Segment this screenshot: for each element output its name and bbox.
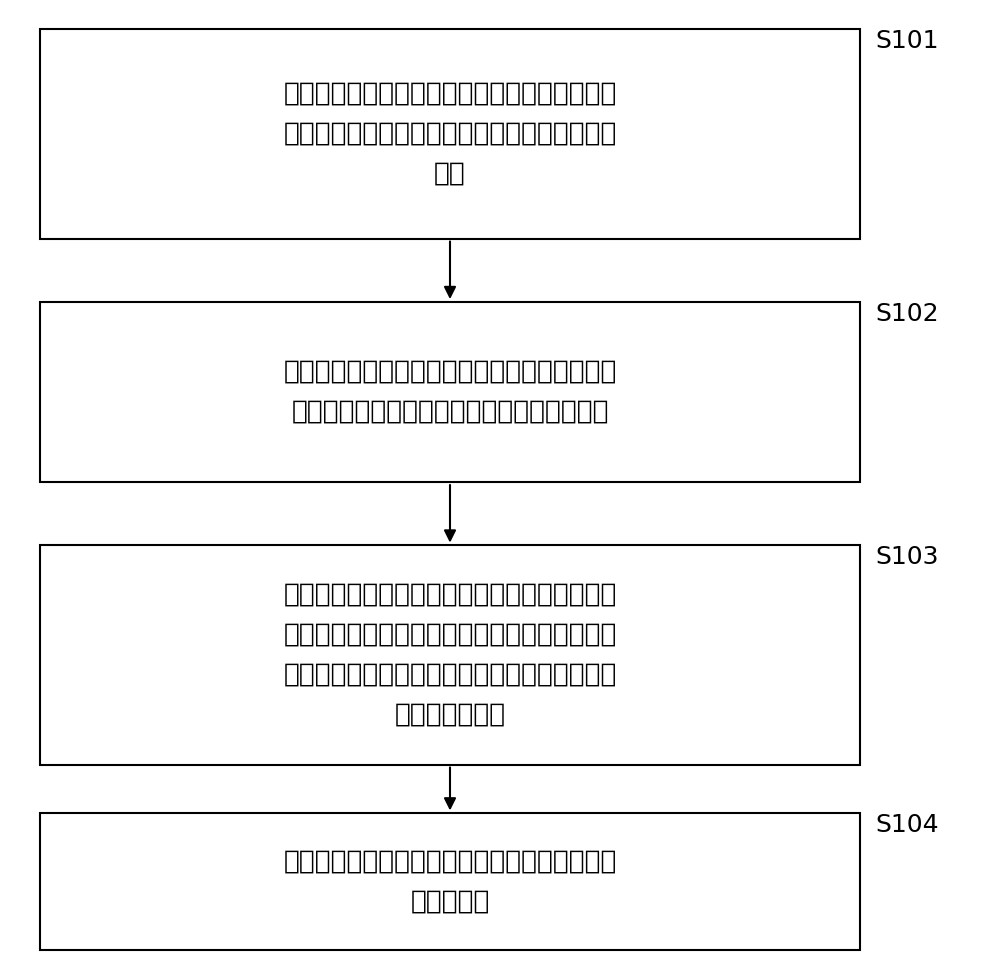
FancyBboxPatch shape	[40, 545, 860, 765]
Text: 根据每个电芯的荷电状态，估算所述电池组的当
前荷电状态: 根据每个电芯的荷电状态，估算所述电池组的当 前荷电状态	[283, 848, 617, 915]
Text: 根据所述电动车处于休眠状态下的休眠时长，对
所述电池组的荷电状态进行校正，得到初始荷电
状态: 根据所述电动车处于休眠状态下的休眠时长，对 所述电池组的荷电状态进行校正，得到初…	[283, 81, 617, 187]
FancyBboxPatch shape	[40, 302, 860, 482]
Text: S101: S101	[875, 29, 938, 54]
Text: 根据所述初始荷电状态，通过安时积分法计算出
在设定时间段内的所述电池组的当前荷电状态: 根据所述初始荷电状态，通过安时积分法计算出 在设定时间段内的所述电池组的当前荷电…	[283, 359, 617, 425]
Text: S102: S102	[875, 302, 939, 326]
FancyBboxPatch shape	[40, 29, 860, 239]
Text: S104: S104	[875, 813, 939, 838]
FancyBboxPatch shape	[40, 813, 860, 950]
Text: 若所述电池组的当前电芯温度大于预设温度和所
述当前荷电状态大于荷电阈值，通过一种多时间
尺度自适应的闭环算法估算出所述电池组中每个
电芯的荷电状态: 若所述电池组的当前电芯温度大于预设温度和所 述当前荷电状态大于荷电阈值，通过一种…	[283, 582, 617, 728]
Text: S103: S103	[875, 545, 938, 570]
